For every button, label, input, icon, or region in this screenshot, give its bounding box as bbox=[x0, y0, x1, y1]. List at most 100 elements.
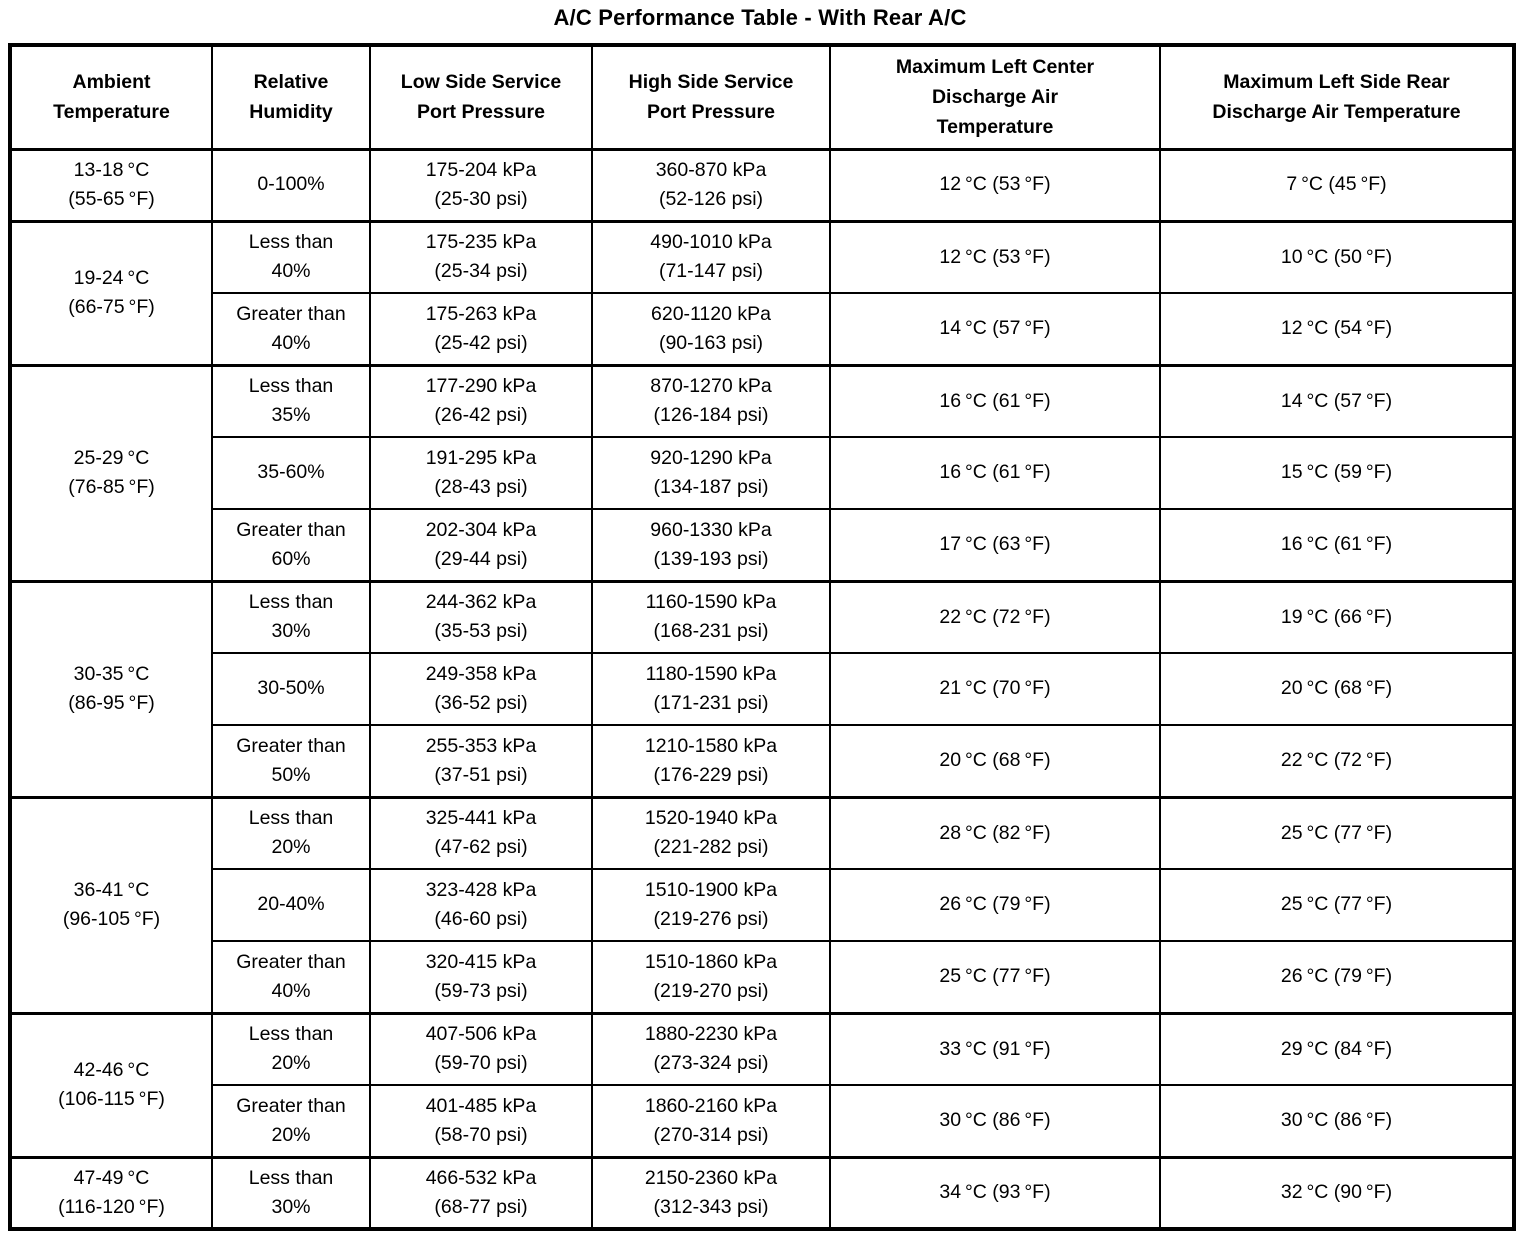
max-left-center-cell: 25 °C (77 °F) bbox=[829, 940, 1161, 1014]
table-row: 19-24 °C (66-75 °F) Less than 40% 175-235 … bbox=[9, 219, 1515, 366]
max-left-center-cell: 17 °C (63 °F) bbox=[829, 508, 1161, 582]
max-left-rear-cell: 7 °C (45 °F) bbox=[1159, 147, 1515, 222]
max-left-rear-cell: 14 °C (57 °F) bbox=[1159, 363, 1515, 438]
low-side-cell: 191-295 kPa (28-43 psi) bbox=[369, 436, 593, 510]
ambient-temperature-cell: 19-24 °C (66-75 °F) bbox=[9, 219, 213, 366]
max-left-center-cell: 12 °C (53 °F) bbox=[829, 147, 1161, 222]
low-side-cell: 466-532 kPa (68-77 psi) bbox=[369, 1155, 593, 1230]
low-side-cell: 323-428 kPa (46-60 psi) bbox=[369, 868, 593, 942]
max-left-center-cell: 20 °C (68 °F) bbox=[829, 724, 1161, 798]
max-left-rear-cell: 29 °C (84 °F) bbox=[1159, 1011, 1515, 1086]
humidity-cell: 20-40% bbox=[211, 868, 371, 942]
humidity-cell: 35-60% bbox=[211, 436, 371, 510]
high-side-cell: 920-1290 kPa (134-187 psi) bbox=[591, 436, 831, 510]
humidity-cell: 0-100% bbox=[211, 147, 371, 222]
table-header: Ambient Temperature Relative Humidity Low … bbox=[9, 44, 1515, 151]
high-side-cell: 1860-2160 kPa (270-314 psi) bbox=[591, 1084, 831, 1158]
low-side-cell: 202-304 kPa (29-44 psi) bbox=[369, 508, 593, 582]
humidity-cell: Less than 30% bbox=[211, 1155, 371, 1230]
humidity-cell: 30-50% bbox=[211, 652, 371, 726]
max-left-rear-cell: 26 °C (79 °F) bbox=[1159, 940, 1515, 1014]
low-side-cell: 244-362 kPa (35-53 psi) bbox=[369, 579, 593, 654]
high-side-cell: 960-1330 kPa (139-193 psi) bbox=[591, 508, 831, 582]
max-left-rear-cell: 10 °C (50 °F) bbox=[1159, 219, 1515, 294]
max-left-rear-cell: 22 °C (72 °F) bbox=[1159, 724, 1515, 798]
table-row: 20-40% 323-428 kPa (46-60 psi) 1510-1900 k… bbox=[10, 868, 1515, 942]
max-left-center-cell: 28 °C (82 °F) bbox=[829, 795, 1161, 870]
table-row: 25-29 °C (76-85 °F) Less than 35% 177-290 … bbox=[9, 363, 1515, 582]
table-row: Greater than 20% 401-485 kPa (58-70 psi) 1… bbox=[10, 1084, 1515, 1158]
max-left-rear-cell: 20 °C (68 °F) bbox=[1159, 652, 1515, 726]
max-left-rear-cell: 16 °C (61 °F) bbox=[1159, 508, 1515, 582]
low-side-cell: 407-506 kPa (59-70 psi) bbox=[369, 1011, 593, 1086]
humidity-cell: Greater than 60% bbox=[211, 508, 371, 582]
max-left-center-cell: 26 °C (79 °F) bbox=[829, 868, 1161, 942]
max-left-rear-cell: 12 °C (54 °F) bbox=[1159, 292, 1515, 366]
table-row: 30-50% 249-358 kPa (36-52 psi) 1180-1590 k… bbox=[10, 652, 1515, 726]
max-left-center-cell: 14 °C (57 °F) bbox=[829, 292, 1161, 366]
low-side-cell: 249-358 kPa (36-52 psi) bbox=[369, 652, 593, 726]
high-side-cell: 1160-1590 kPa (168-231 psi) bbox=[591, 579, 831, 654]
max-left-center-cell: 16 °C (61 °F) bbox=[829, 436, 1161, 510]
high-side-cell: 1880-2230 kPa (273-324 psi) bbox=[591, 1011, 831, 1086]
high-side-cell: 1510-1900 kPa (219-276 psi) bbox=[591, 868, 831, 942]
table-row: 36-41 °C (96-105 °F) Less than 20% 325-441… bbox=[9, 795, 1515, 1014]
low-side-cell: 320-415 kPa (59-73 psi) bbox=[369, 940, 593, 1014]
low-side-cell: 177-290 kPa (26-42 psi) bbox=[369, 363, 593, 438]
table-body: 13-18 °C (55-65 °F) 0-100% 175-204 kPa (25… bbox=[9, 147, 1515, 1230]
high-side-cell: 1210-1580 kPa (176-229 psi) bbox=[591, 724, 831, 798]
max-left-center-cell: 12 °C (53 °F) bbox=[829, 219, 1161, 294]
column-header-max-left-center-discharge-air-temperature: Maximum Left Center Discharge Air Temper… bbox=[829, 44, 1161, 151]
table-row: 42-46 °C (106-115 °F) Less than 20% 407-50… bbox=[9, 1011, 1515, 1158]
table-row: 47-49 °C (116-120 °F) Less than 30% 466-53… bbox=[9, 1155, 1515, 1230]
ambient-temperature-cell: 13-18 °C (55-65 °F) bbox=[9, 147, 213, 222]
high-side-cell: 1520-1940 kPa (221-282 psi) bbox=[591, 795, 831, 870]
max-left-center-cell: 30 °C (86 °F) bbox=[829, 1084, 1161, 1158]
max-left-center-cell: 22 °C (72 °F) bbox=[829, 579, 1161, 654]
humidity-cell: Greater than 40% bbox=[211, 940, 371, 1014]
low-side-cell: 175-204 kPa (25-30 psi) bbox=[369, 147, 593, 222]
max-left-rear-cell: 19 °C (66 °F) bbox=[1159, 579, 1515, 654]
low-side-cell: 325-441 kPa (47-62 psi) bbox=[369, 795, 593, 870]
page-title: A/C Performance Table - With Rear A/C bbox=[553, 5, 967, 30]
ambient-temperature-cell: 47-49 °C (116-120 °F) bbox=[9, 1155, 213, 1230]
humidity-cell: Less than 30% bbox=[211, 579, 371, 654]
low-side-cell: 401-485 kPa (58-70 psi) bbox=[369, 1084, 593, 1158]
humidity-cell: Greater than 50% bbox=[211, 724, 371, 798]
column-header-relative-humidity: Relative Humidity bbox=[211, 44, 371, 151]
column-header-max-left-side-rear-discharge-air-temperature: Maximum Left Side Rear Discharge Air Tem… bbox=[1159, 44, 1515, 151]
table-row: Greater than 50% 255-353 kPa (37-51 psi) 1… bbox=[10, 724, 1515, 798]
ambient-temperature-cell: 42-46 °C (106-115 °F) bbox=[9, 1011, 213, 1158]
max-left-center-cell: 16 °C (61 °F) bbox=[829, 363, 1161, 438]
table-row: 30-35 °C (86-95 °F) Less than 30% 244-362 … bbox=[9, 579, 1515, 798]
ambient-temperature-cell: 25-29 °C (76-85 °F) bbox=[9, 363, 213, 582]
header-row: Ambient Temperature Relative Humidity Low … bbox=[9, 44, 1515, 151]
high-side-cell: 490-1010 kPa (71-147 psi) bbox=[591, 219, 831, 294]
column-header-high-side-service-port-pressure: High Side Service Port Pressure bbox=[591, 44, 831, 151]
high-side-cell: 1180-1590 kPa (171-231 psi) bbox=[591, 652, 831, 726]
ac-performance-table: Ambient Temperature Relative Humidity Low … bbox=[8, 43, 1516, 1231]
humidity-cell: Greater than 20% bbox=[211, 1084, 371, 1158]
max-left-center-cell: 34 °C (93 °F) bbox=[829, 1155, 1161, 1230]
humidity-cell: Less than 35% bbox=[211, 363, 371, 438]
table-row: 13-18 °C (55-65 °F) 0-100% 175-204 kPa (25… bbox=[9, 147, 1515, 222]
column-header-low-side-service-port-pressure: Low Side Service Port Pressure bbox=[369, 44, 593, 151]
max-left-rear-cell: 25 °C (77 °F) bbox=[1159, 795, 1515, 870]
table-row: Greater than 40% 175-263 kPa (25-42 psi) 6… bbox=[10, 292, 1515, 366]
table-row: Greater than 40% 320-415 kPa (59-73 psi) 1… bbox=[10, 940, 1515, 1014]
low-side-cell: 255-353 kPa (37-51 psi) bbox=[369, 724, 593, 798]
humidity-cell: Less than 20% bbox=[211, 1011, 371, 1086]
ambient-temperature-cell: 36-41 °C (96-105 °F) bbox=[9, 795, 213, 1014]
low-side-cell: 175-263 kPa (25-42 psi) bbox=[369, 292, 593, 366]
max-left-rear-cell: 30 °C (86 °F) bbox=[1159, 1084, 1515, 1158]
high-side-cell: 360-870 kPa (52-126 psi) bbox=[591, 147, 831, 222]
max-left-rear-cell: 15 °C (59 °F) bbox=[1159, 436, 1515, 510]
table-row: 35-60% 191-295 kPa (28-43 psi) 920-1290 kP… bbox=[10, 436, 1515, 510]
high-side-cell: 870-1270 kPa (126-184 psi) bbox=[591, 363, 831, 438]
low-side-cell: 175-235 kPa (25-34 psi) bbox=[369, 219, 593, 294]
max-left-rear-cell: 25 °C (77 °F) bbox=[1159, 868, 1515, 942]
max-left-rear-cell: 32 °C (90 °F) bbox=[1159, 1155, 1515, 1230]
high-side-cell: 1510-1860 kPa (219-270 psi) bbox=[591, 940, 831, 1014]
column-header-ambient-temperature: Ambient Temperature bbox=[9, 44, 213, 151]
